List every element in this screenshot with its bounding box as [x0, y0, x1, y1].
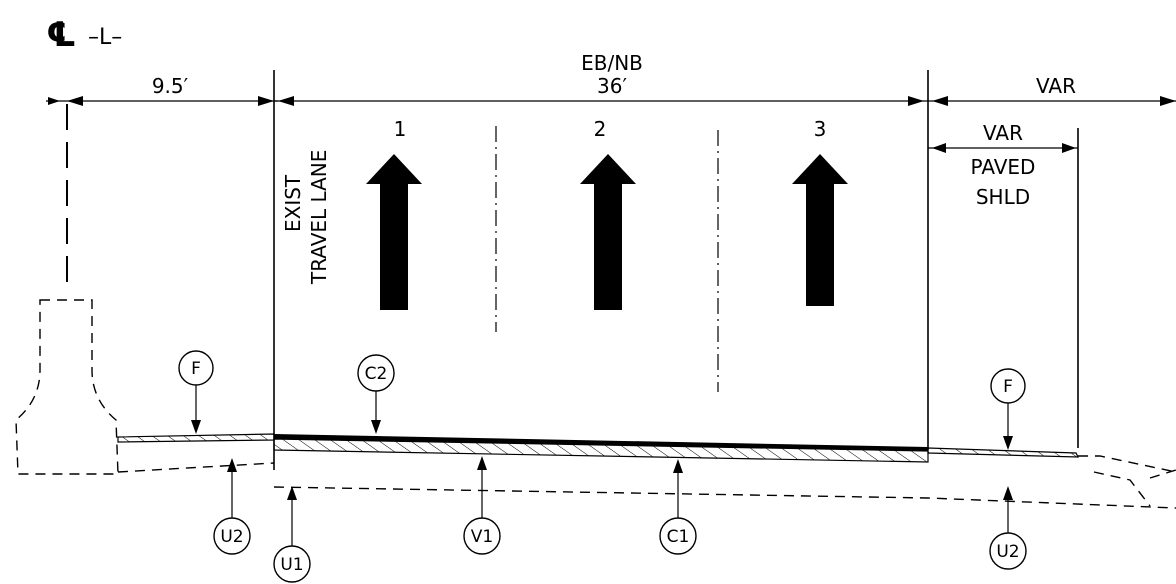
exist-label: EXIST	[281, 174, 305, 232]
svg-text:F: F	[191, 359, 201, 379]
svg-text:C1: C1	[667, 527, 690, 547]
svg-text:V1: V1	[471, 527, 493, 547]
travel-width-dim: 36′	[597, 74, 627, 98]
shld-label: SHLD	[976, 185, 1030, 209]
shoulder-width-dim: VAR	[983, 121, 1023, 145]
lane-arrow-1	[366, 154, 422, 310]
centerline-label: ℄ –L–	[46, 15, 122, 55]
callout-u1: U1	[273, 486, 311, 583]
right-width-dim: VAR	[1036, 74, 1076, 98]
lane-number-1: 1	[394, 117, 407, 141]
svg-text:U2: U2	[220, 527, 243, 547]
lane-number-2: 2	[594, 117, 607, 141]
svg-text:U2: U2	[996, 542, 1019, 562]
callout-c1: C1	[659, 459, 697, 555]
ditch-line	[1093, 471, 1151, 507]
subgrade-left	[117, 462, 275, 473]
centerline-symbol: ℄	[46, 15, 76, 55]
direction-label: EB/NB	[581, 51, 643, 75]
paved-label: PAVED	[971, 155, 1036, 179]
callout-f-right: F	[990, 368, 1026, 450]
callout-f-left: F	[178, 350, 214, 434]
subgrade-right	[1078, 455, 1176, 473]
c2-surface-layer	[274, 434, 928, 451]
callout-u2-left: U2	[213, 458, 251, 555]
lane-arrow-3	[792, 154, 848, 306]
right-shoulder-pavement	[927, 447, 1079, 458]
ditch-line-2	[1149, 469, 1176, 479]
lane-arrow-2	[580, 154, 636, 310]
centerline-name: –L–	[88, 25, 122, 50]
svg-text:U1: U1	[280, 555, 303, 575]
dimension-lines	[46, 96, 1176, 153]
lane-number-3: 3	[814, 117, 827, 141]
left-shoulder-pavement	[117, 433, 275, 443]
c1-base-layer	[273, 438, 929, 463]
callout-v1: V1	[463, 456, 501, 555]
callout-c2: C2	[357, 354, 395, 434]
callout-u2-right: U2	[989, 486, 1027, 570]
svg-text:C2: C2	[365, 364, 388, 384]
travel-lane-label: TRAVEL LANE	[307, 150, 331, 285]
subgrade-main	[273, 486, 1176, 509]
barrier-outline	[15, 299, 119, 475]
svg-text:F: F	[1003, 377, 1013, 397]
left-width-dim: 9.5′	[152, 74, 189, 98]
